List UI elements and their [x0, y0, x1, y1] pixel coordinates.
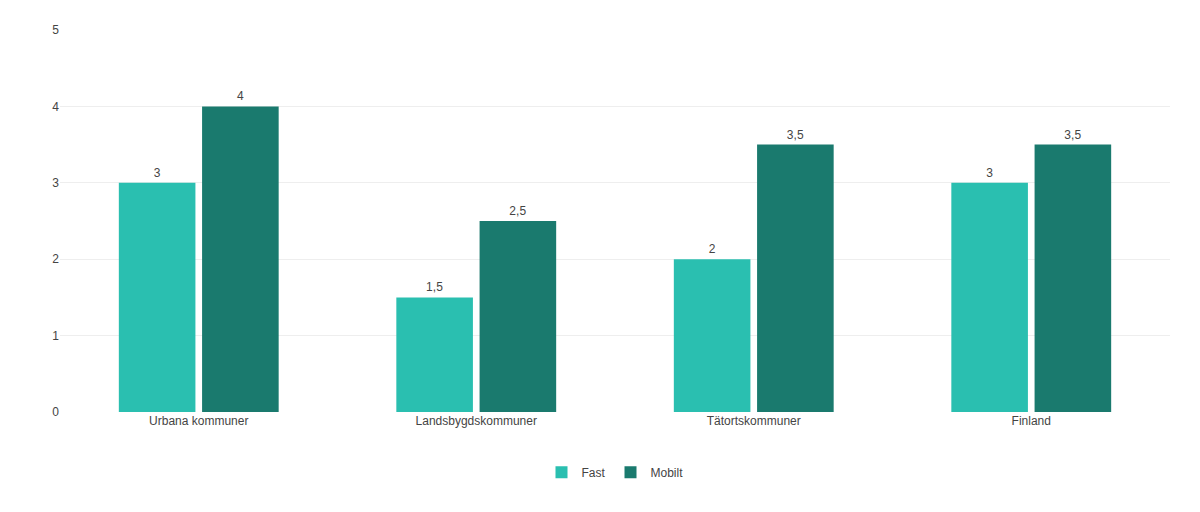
- svg-text:4: 4: [237, 89, 244, 103]
- svg-text:Mobilt: Mobilt: [651, 466, 684, 480]
- svg-text:2: 2: [709, 242, 716, 256]
- svg-text:3,5: 3,5: [1064, 128, 1081, 142]
- svg-text:4: 4: [52, 100, 59, 114]
- svg-text:3: 3: [986, 166, 993, 180]
- svg-text:3: 3: [154, 166, 161, 180]
- svg-text:2,5: 2,5: [509, 204, 526, 218]
- svg-text:0: 0: [52, 405, 59, 419]
- svg-text:5: 5: [52, 23, 59, 37]
- svg-text:Finland: Finland: [1012, 414, 1051, 428]
- svg-text:1,5: 1,5: [426, 280, 443, 294]
- svg-text:Tätortskommuner: Tätortskommuner: [707, 414, 801, 428]
- svg-text:Urbana kommuner: Urbana kommuner: [149, 414, 248, 428]
- svg-text:3: 3: [52, 176, 59, 190]
- svg-text:3,5: 3,5: [787, 128, 804, 142]
- svg-text:1: 1: [52, 329, 59, 343]
- svg-text:Fast: Fast: [582, 466, 606, 480]
- svg-text:2: 2: [52, 252, 59, 266]
- svg-text:Landsbygdskommuner: Landsbygdskommuner: [416, 414, 537, 428]
